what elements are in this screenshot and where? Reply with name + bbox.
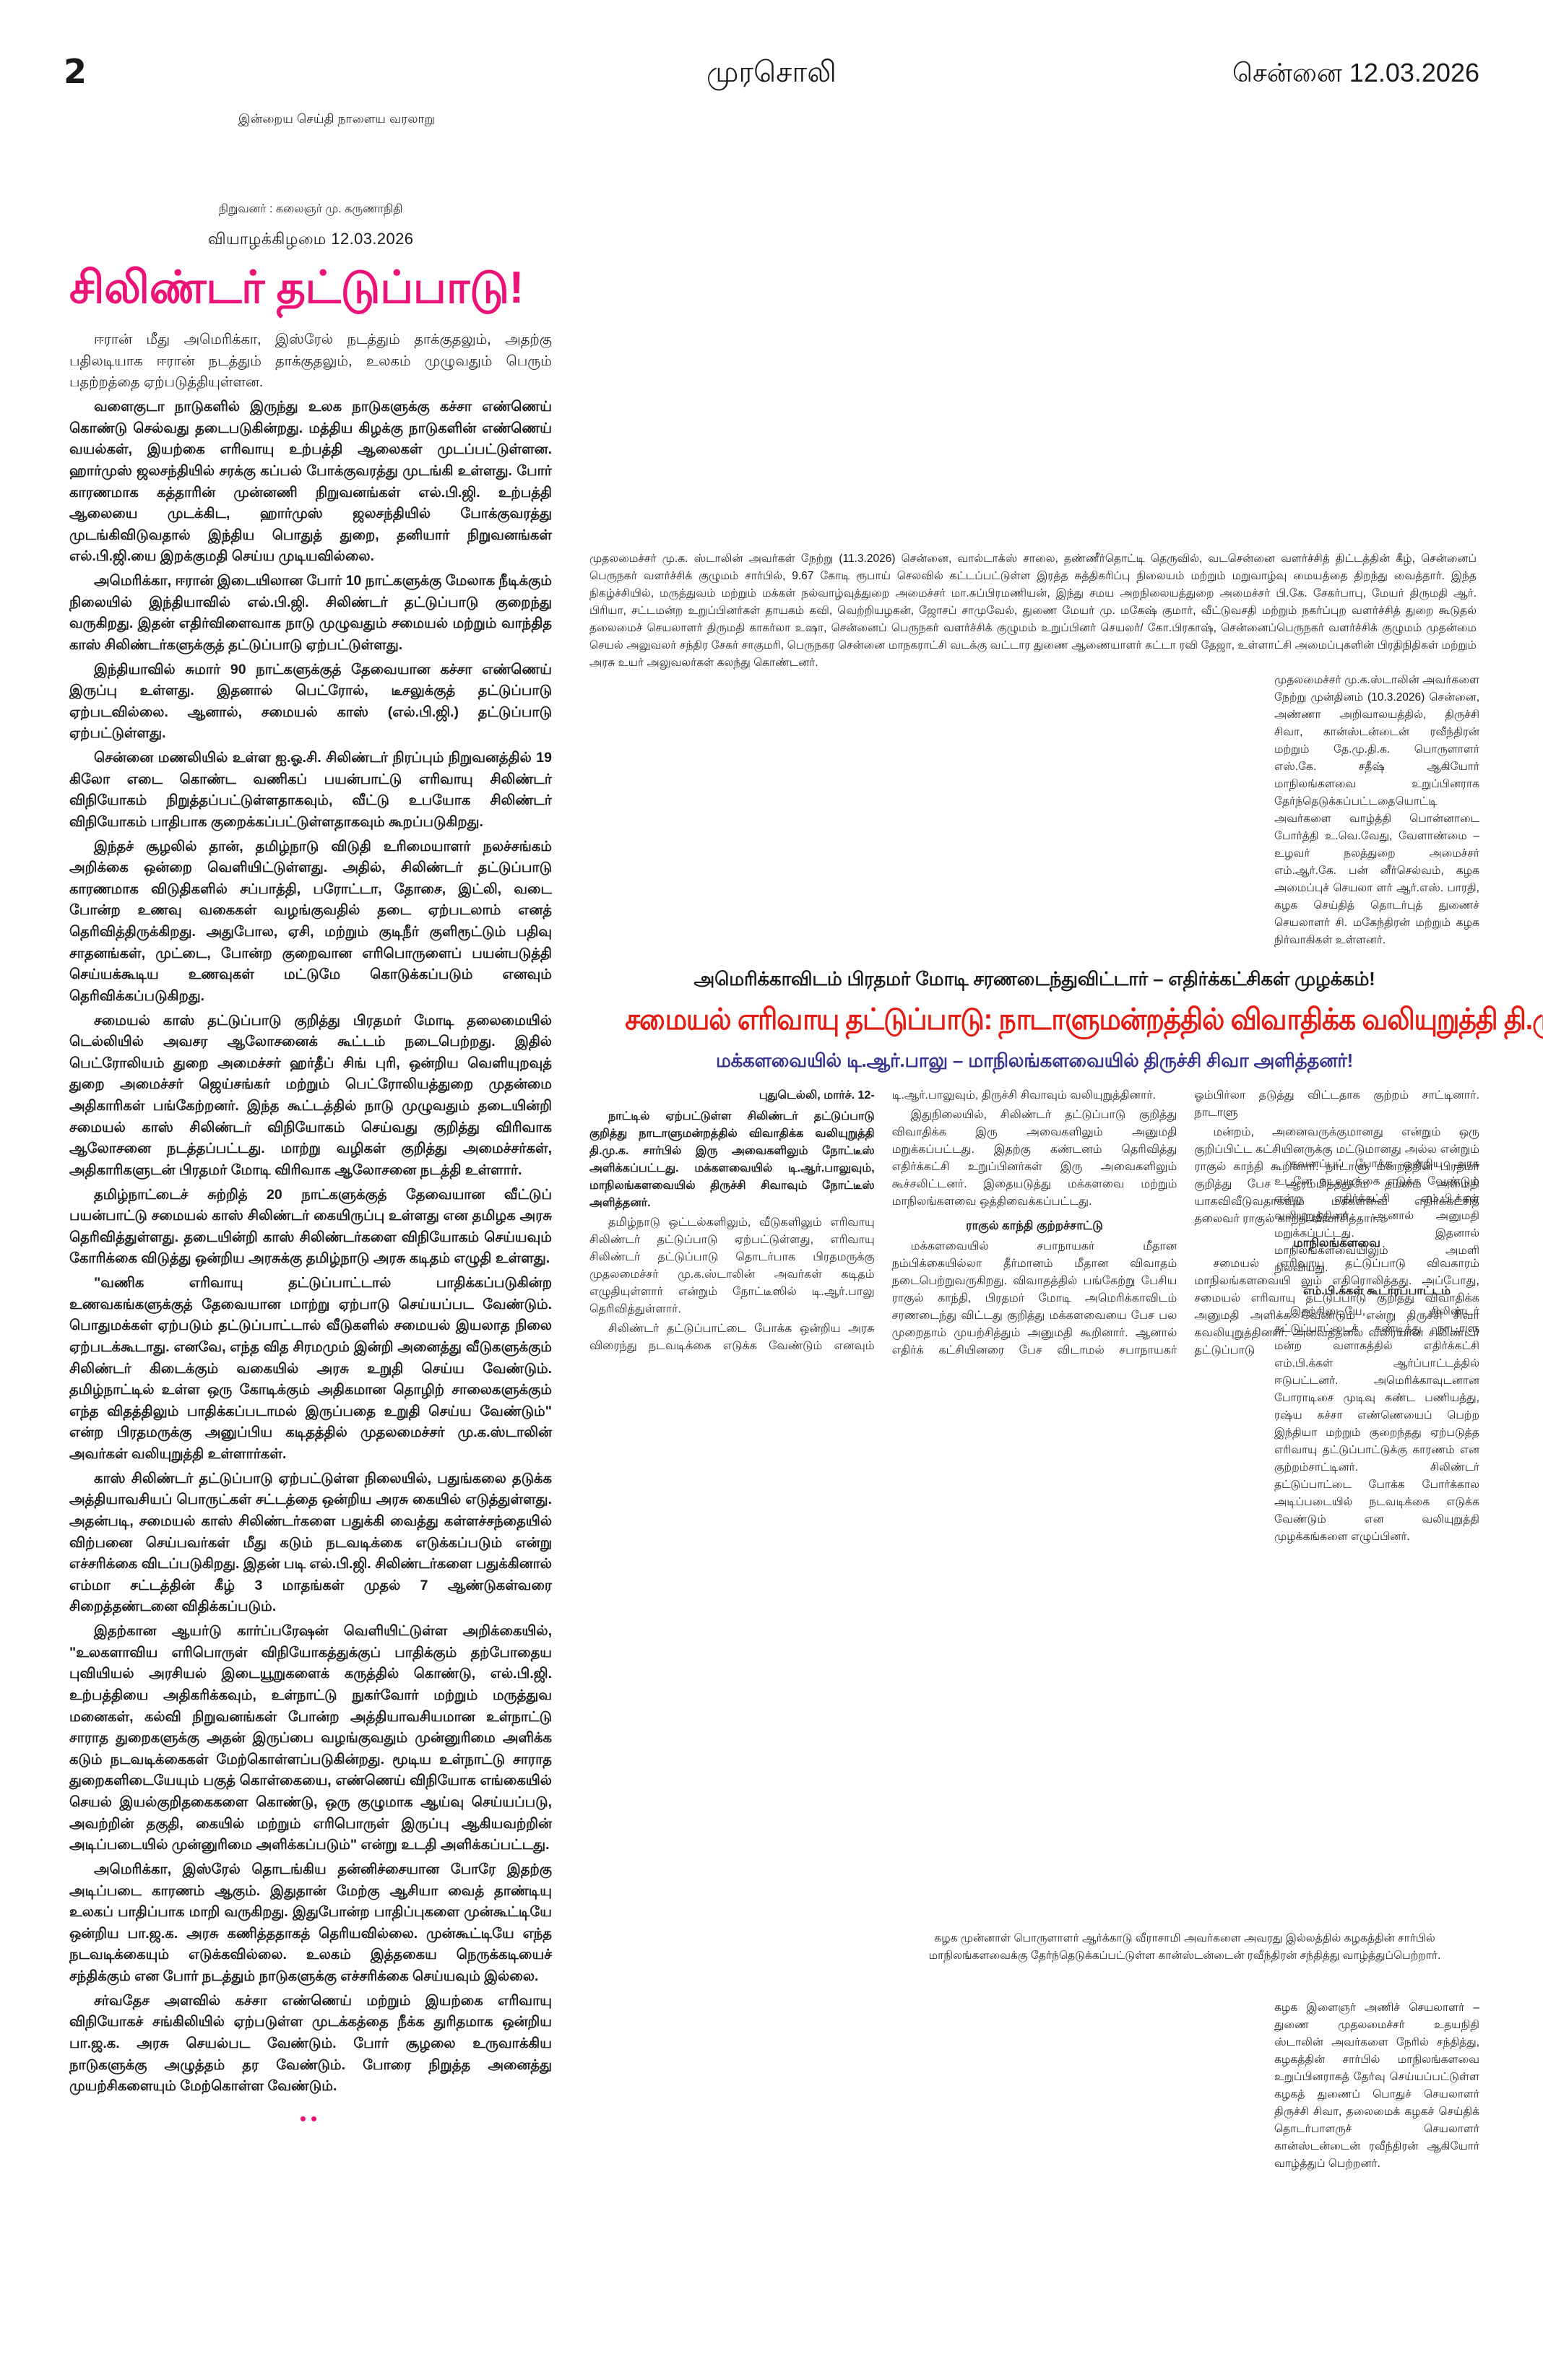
editorial-paragraph: சென்னை மணலியில் உள்ள ஐ.ஓ.சி. சிலிண்டர் ந… xyxy=(69,750,552,830)
rail-paragraph: கவனப்புப் போக்க ஒன்றிய அரசு உடனே நடவடிக்… xyxy=(1274,1158,1479,1275)
editorial-paragraph: இதற்கான ஆயர்டு கார்ப்பரேஷன் வெளியிட்டுள்… xyxy=(69,1623,552,1853)
news-headline: சமையல் எரிவாயு தட்டுப்பாடு: நாடாளுமன்றத்… xyxy=(625,1003,1543,1036)
news-paragraph: மன்றம், அனைவருக்குமானது என்றும் ஒரு குறி… xyxy=(1194,1126,1479,1225)
photo-caption-far-right: கழக இளைஞர் அணிச் செயலாளர் – துணை முதலமைச… xyxy=(1274,2002,1479,2171)
news-paragraph: இதுநிலையில், சிலிண்டர் தட்டுப்பாடு குறித… xyxy=(891,1109,1177,1208)
rail-subhead: எம்.பி.க்கள் கூடாரப்பாட்டம் xyxy=(1302,1285,1451,1298)
editorial-headline: சிலிண்டர் தட்டுப்பாடு! xyxy=(69,263,524,313)
editorial-paragraph: "வணிக எரிவாயு தட்டுப்பாட்டால் பாதிக்கப்ப… xyxy=(69,1275,552,1463)
photo-caption-top: முதலமைச்சர் மு.க. ஸ்டாலின் அவர்கள் நேற்ற… xyxy=(589,553,1477,670)
photo-caption-bottom: கழக முன்னாள் பொருளாளர் ஆர்க்காடு வீராசாம… xyxy=(928,1932,1441,1963)
editorial-end-mark: •• xyxy=(299,2107,322,2129)
editorial-paragraph: காஸ் சிலிண்டர் தட்டுப்பாடு ஏற்பட்டுள்ள ந… xyxy=(69,1470,552,1615)
masthead: 2 முரசொலி சென்னை 12.03.2026 xyxy=(0,52,1543,103)
editorial-paragraph: தமிழ்நாட்டைச் சுற்றித் 20 நாட்களுக்குத் … xyxy=(69,1186,552,1267)
news-paragraph: நாட்டில் ஏற்பட்டுள்ள சிலிண்டர் தட்டுப்பா… xyxy=(589,1110,875,1209)
editorial-paragraph: இந்தியாவில் சுமார் 90 நாட்களுக்குத் தேவை… xyxy=(69,661,552,742)
photo-caption-right: முதலமைச்சர் மு.க.ஸ்டாலின் அவர்களை நேற்று… xyxy=(1274,674,1479,947)
news-paragraph: மக்களவையில் சபாநாயகர் மீதான நம்பிக்கையில… xyxy=(891,1089,1479,1356)
rail-paragraph: இதற்கிடையே, சிலிண்டர் தட்டுப்பாட்டைக் கண… xyxy=(1274,1304,1479,1544)
news-paragraph: சமையல் எரிவாயு தட்டுப்பாடு விவகாரம் மாநி… xyxy=(1194,1257,1479,1356)
editorial-body: ஈரான் மீது அமெரிக்கா, இஸ்ரேல் நடத்தும் த… xyxy=(69,329,552,2098)
strapline: இன்றைய செய்தி நாளைய வரலாறு xyxy=(238,112,436,126)
news-paragraph: தமிழ்நாடு ஒட்டல்களிலும், வீடுகளிலும் எரி… xyxy=(589,1216,875,1315)
editorial-paragraph: ஈரான் மீது அமெரிக்கா, இஸ்ரேல் நடத்தும் த… xyxy=(69,332,552,391)
editorial-paragraph: அமெரிக்கா, ஈரான் இடையிலான போர் 10 நாட்கள… xyxy=(69,573,552,653)
news-subhead-inline: ராகுல் காந்தி குற்றச்சாட்டு xyxy=(966,1219,1103,1232)
edition-place-date: சென்னை 12.03.2026 xyxy=(1232,58,1479,87)
editorial-date: வியாழக்கிழமை 12.03.2026 xyxy=(207,230,414,248)
editorial-paragraph: இந்தச் சூழலில் தான், தமிழ்நாடு விடுதி உர… xyxy=(69,838,552,1004)
founder-line: நிறுவனர் : கலைஞர் மு. கருணாநிதி xyxy=(218,203,403,215)
news-paragraph: சிலிண்டர் தட்டுப்பாட்டை போக்க ஒன்றிய அரச… xyxy=(589,1089,1157,1352)
publication-title: முரசொலி xyxy=(706,56,837,88)
news-body-columns: புதுடெல்லி, மார்ச். 12- நாட்டில் ஏற்பட்டு… xyxy=(589,1087,1479,1359)
editorial-column: நிறுவனர் : கலைஞர் மு. கருணாநிதி வியாழக்க… xyxy=(69,202,552,2130)
editorial-paragraph: சமையல் காஸ் தட்டுப்பாடு குறித்து பிரதமர்… xyxy=(69,1012,552,1178)
news-continuation-rail: கவனப்புப் போக்க ஒன்றிய அரசு உடனே நடவடிக்… xyxy=(1274,1156,1479,1548)
news-dateline: புதுடெல்லி, மார்ச். 12- xyxy=(758,1089,875,1102)
news-subhead-inline: மாநிலங்களவை xyxy=(1293,1237,1380,1250)
news-article: அமெரிக்காவிடம் பிரதமர் மோடி சரணடைந்துவிட… xyxy=(589,968,1543,1359)
news-kicker: அமெரிக்காவிடம் பிரதமர் மோடி சரணடைந்துவிட… xyxy=(693,968,1375,990)
editorial-paragraph: அமெரிக்கா, இஸ்ரேல் தொடங்கிய தன்னிச்சையான… xyxy=(69,1861,552,1985)
news-subheadline: மக்களவையில் டி.ஆர்.பாலு – மாநிலங்களவையில… xyxy=(715,1050,1354,1071)
editorial-paragraph: சர்வதேச அளவில் கச்சா எண்ணெய் மற்றும் இயற… xyxy=(69,1992,552,2095)
page-number: 2 xyxy=(64,52,87,91)
editorial-paragraph: வளைகுடா நாடுகளில் இருந்து உலக நாடுகளுக்க… xyxy=(69,399,552,565)
